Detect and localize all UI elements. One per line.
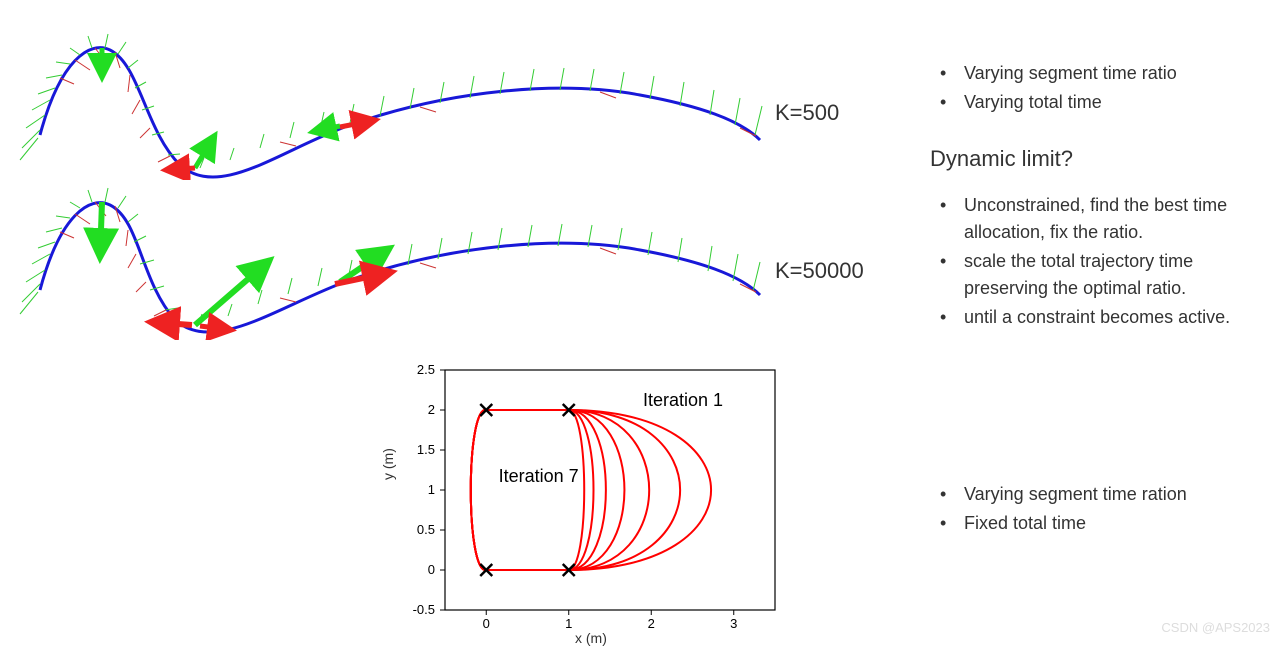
mid-bullet-list: Unconstrained, find the best time alloca…	[930, 192, 1260, 331]
svg-text:-0.5: -0.5	[413, 602, 435, 617]
iteration-chart: 0 1 2 3 -0.5 0 0.5 1 1.5 2 2.5 Iteration 1 Iteration…	[390, 360, 790, 640]
bullet-item: Varying segment time ration	[930, 481, 1260, 508]
trajectory-k500: K=500	[0, 20, 870, 180]
bullet-item: scale the total trajectory time preservi…	[930, 248, 1260, 302]
svg-text:3: 3	[730, 616, 737, 631]
k500-label: K=500	[775, 100, 839, 126]
svg-text:0: 0	[483, 616, 490, 631]
accel-ticks	[60, 202, 756, 316]
svg-text:2.5: 2.5	[417, 362, 435, 377]
svg-text:0: 0	[428, 562, 435, 577]
bullet-item: Fixed total time	[930, 510, 1260, 537]
velocity-ticks	[20, 34, 762, 168]
trajectory-curve	[40, 48, 760, 177]
bullet-item: Varying segment time ratio	[930, 60, 1260, 87]
right-text-column: Varying segment time ratio Varying total…	[930, 60, 1260, 567]
y-axis-label: y (m)	[380, 448, 396, 480]
trajectory-panels: K=500	[0, 20, 870, 340]
trajectory-curve	[40, 203, 760, 332]
trajectory-k50000-svg	[0, 180, 870, 340]
svg-text:2: 2	[648, 616, 655, 631]
svg-text:Iteration 7: Iteration 7	[499, 466, 579, 486]
trajectory-k500-svg	[0, 20, 870, 180]
velocity-ticks	[20, 188, 760, 325]
watermark: CSDN @APS2023	[1161, 620, 1270, 635]
svg-text:Iteration 1: Iteration 1	[643, 390, 723, 410]
key-arrows	[102, 48, 376, 170]
key-arrows	[100, 202, 392, 330]
bottom-bullet-list: Varying segment time ration Fixed total …	[930, 481, 1260, 537]
x-axis-label: x (m)	[575, 630, 607, 646]
svg-text:1.5: 1.5	[417, 442, 435, 457]
svg-text:2: 2	[428, 402, 435, 417]
k50000-label: K=50000	[775, 258, 864, 284]
svg-text:1: 1	[565, 616, 572, 631]
trajectory-k50000: K=50000	[0, 180, 870, 340]
svg-text:0.5: 0.5	[417, 522, 435, 537]
top-bullet-list: Varying segment time ratio Varying total…	[930, 60, 1260, 116]
bullet-item: until a constraint becomes active.	[930, 304, 1260, 331]
dynamic-limit-heading: Dynamic limit?	[930, 146, 1260, 172]
svg-text:1: 1	[428, 482, 435, 497]
bullet-item: Varying total time	[930, 89, 1260, 116]
iteration-chart-svg: 0 1 2 3 -0.5 0 0.5 1 1.5 2 2.5 Iteration 1 Iteration…	[390, 360, 790, 640]
bullet-item: Unconstrained, find the best time alloca…	[930, 192, 1260, 246]
